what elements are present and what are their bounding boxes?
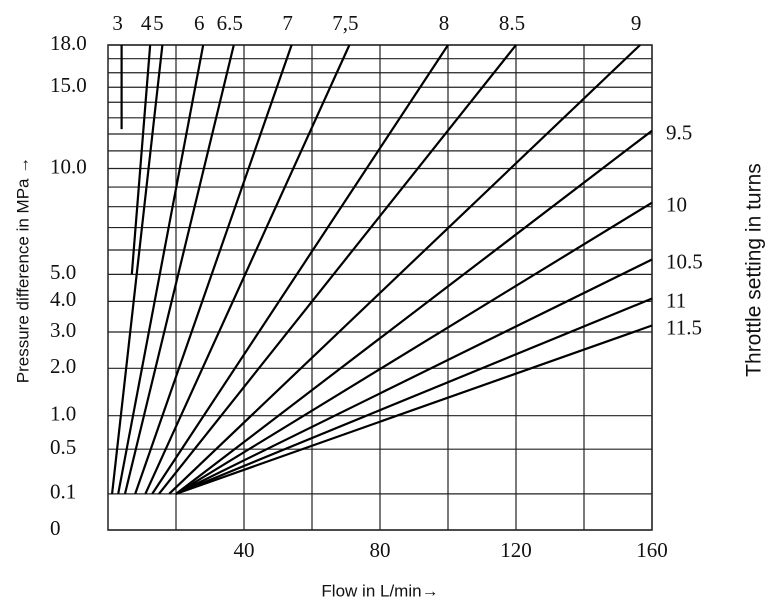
series-label: 7,5 (332, 11, 358, 35)
y-tick-label: 18.0 (50, 31, 87, 55)
series-label: 11.5 (666, 315, 702, 339)
plot-frame (107, 44, 653, 531)
x-axis-label: Flow in L/min→ (321, 581, 438, 600)
y-tick-label: 0 (50, 516, 61, 540)
y-tick-label: 2.0 (50, 354, 76, 378)
series-label: 10 (666, 192, 687, 216)
y-tick-label: 3.0 (50, 318, 76, 342)
series-line (158, 44, 517, 495)
x-tick-label: 120 (500, 538, 532, 562)
series-line (117, 44, 205, 495)
series-label: 5 (153, 11, 164, 35)
x-tick-label: 80 (370, 538, 391, 562)
y-tick-label: 15.0 (50, 73, 87, 97)
y-tick-label: 0.5 (50, 435, 76, 459)
series-label: 6 (194, 11, 205, 35)
series-line (175, 129, 653, 495)
series-label: 3 (112, 11, 123, 35)
y2-axis-label: Throttle setting in turns (743, 163, 766, 377)
series-label: 9.5 (666, 121, 692, 145)
series-line (144, 44, 351, 495)
series-line (130, 44, 152, 275)
x-tick-label: 40 (234, 538, 255, 562)
series-label: 10.5 (666, 249, 703, 273)
series-line (175, 258, 653, 495)
series-label: 6.5 (217, 11, 243, 35)
series-line (134, 44, 293, 495)
series-line (175, 297, 653, 495)
series-label: 7 (282, 11, 293, 35)
y-tick-label: 0.1 (50, 480, 76, 504)
series-line (175, 201, 653, 495)
y-tick-label: 1.0 (50, 401, 76, 425)
series-label: 4 (141, 11, 152, 35)
series-line (110, 44, 164, 494)
series-line (151, 44, 449, 495)
y-tick-label: 4.0 (50, 287, 76, 311)
series-line (168, 44, 641, 495)
series-label: 11 (666, 288, 686, 312)
series-line (175, 324, 653, 495)
y-tick-label: 5.0 (50, 260, 76, 284)
y-tick-label: 10.0 (50, 154, 87, 178)
series-label: 9 (631, 11, 642, 35)
series-label: 8.5 (499, 11, 525, 35)
x-tick-label: 160 (636, 538, 668, 562)
series-label: 8 (439, 11, 450, 35)
series-line (123, 44, 235, 495)
y-axis-label: Pressure difference in MPa → (13, 157, 32, 383)
